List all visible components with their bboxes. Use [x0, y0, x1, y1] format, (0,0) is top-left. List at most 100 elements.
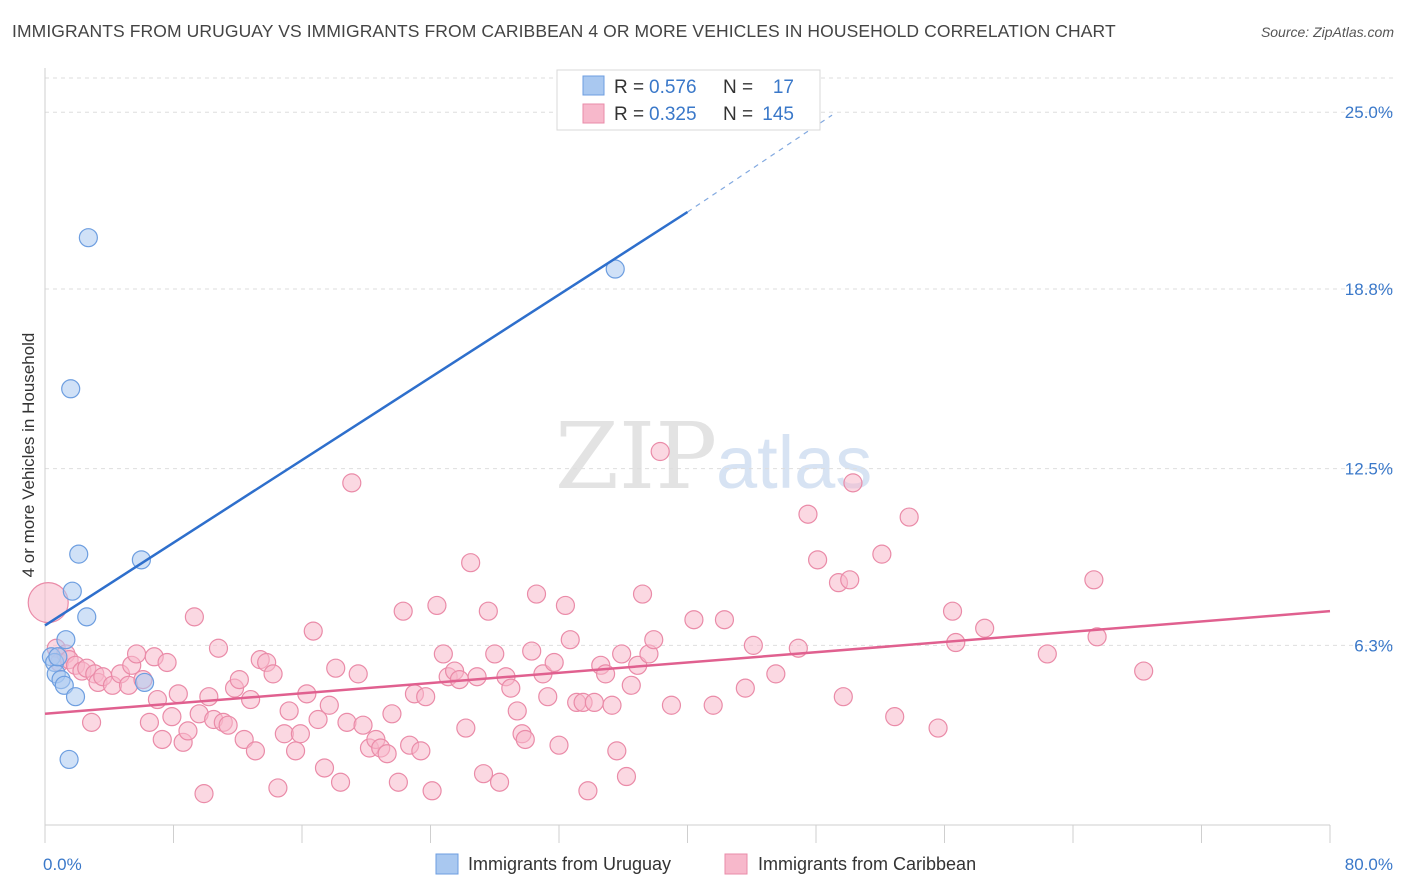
caribbean-point: [178, 721, 198, 741]
caribbean-point: [139, 712, 160, 732]
caribbean-point: [427, 595, 447, 616]
caribbean-point: [650, 441, 670, 462]
bottom-legend-label-caribbean: Immigrants from Caribbean: [758, 854, 976, 874]
caribbean-point: [411, 741, 431, 761]
x-tick-label: 80.0%: [1345, 855, 1393, 874]
caribbean-point: [126, 644, 147, 664]
legend-r-value: 0.325: [649, 104, 697, 125]
caribbean-point: [162, 707, 182, 727]
uruguay-point: [131, 550, 151, 570]
caribbean-point: [348, 664, 368, 684]
uruguay-point: [605, 259, 625, 279]
caribbean-point: [808, 550, 828, 570]
caribbean-point: [353, 715, 373, 735]
caribbean-point: [515, 729, 535, 750]
caribbean-point: [872, 544, 892, 564]
caribbean-trend-line: [44, 609, 1331, 716]
caribbean-point: [303, 621, 323, 641]
caribbean-point: [461, 553, 481, 573]
caribbean-point: [602, 695, 622, 715]
caribbean-points: [27, 441, 1154, 804]
legend-n-label: N =: [723, 104, 753, 125]
y-tick-label: 25.0%: [1345, 103, 1393, 122]
caribbean-point: [268, 778, 288, 798]
caribbean-point: [168, 684, 188, 704]
uruguay-trend-line: [44, 210, 689, 627]
caribbean-point: [208, 638, 229, 658]
caribbean-point: [478, 601, 498, 621]
watermark-zip: ZIP: [555, 403, 717, 510]
caribbean-point: [485, 644, 505, 664]
caribbean-point: [473, 764, 494, 784]
caribbean-point: [285, 741, 306, 761]
caribbean-point: [467, 667, 487, 687]
caribbean-point: [885, 707, 905, 727]
caribbean-point: [326, 658, 346, 678]
caribbean-point: [616, 766, 637, 787]
caribbean-point: [544, 652, 564, 673]
caribbean-point: [714, 610, 735, 630]
caribbean-point: [632, 584, 653, 604]
caribbean-point: [1037, 644, 1057, 664]
caribbean-point: [507, 701, 527, 721]
caribbean-point: [194, 784, 214, 804]
caribbean-point: [743, 635, 763, 655]
gridlines: [45, 77, 1395, 646]
legend-r-label: R =: [614, 77, 644, 98]
uruguay-point: [62, 581, 82, 601]
trend-lines: [44, 114, 1331, 716]
uruguay-points: [41, 228, 625, 770]
uruguay-point: [134, 672, 155, 693]
caribbean-point: [766, 664, 786, 684]
caribbean-point: [1084, 570, 1104, 590]
legend-n-value: 145: [762, 104, 794, 125]
caribbean-point: [393, 601, 413, 621]
caribbean-point: [555, 595, 576, 616]
caribbean-point: [290, 724, 310, 744]
legend-r-value: 0.576: [649, 77, 697, 98]
uruguay-point: [61, 379, 81, 399]
uruguay-point: [59, 749, 79, 770]
uruguay-point: [56, 630, 76, 650]
caribbean-point: [975, 618, 995, 638]
caribbean-point: [522, 641, 542, 661]
caribbean-point: [337, 712, 357, 732]
y-tick-label: 12.5%: [1345, 460, 1393, 479]
correlation-legend: R = 0.576 N = 17 R = 0.325 N = 145: [556, 69, 821, 131]
caribbean-point: [330, 772, 351, 792]
caribbean-point: [1087, 627, 1107, 647]
caribbean-point: [661, 695, 682, 715]
caribbean-point: [27, 582, 69, 624]
caribbean-point: [377, 744, 397, 764]
caribbean-point: [218, 715, 238, 735]
bottom-legend-swatch-uruguay: [435, 853, 459, 875]
caribbean-point: [81, 712, 102, 732]
uruguay-point: [65, 687, 86, 707]
caribbean-point: [578, 781, 598, 801]
series-legend: Immigrants from Uruguay Immigrants from …: [435, 853, 976, 875]
legend-n-value: 17: [773, 77, 794, 98]
caribbean-point: [388, 772, 408, 792]
caribbean-point: [263, 664, 283, 684]
caribbean-point: [314, 758, 335, 778]
caribbean-point: [840, 570, 860, 590]
caribbean-point: [319, 695, 339, 715]
y-tick-labels: 6.3% 12.5% 18.8% 25.0%: [1345, 103, 1393, 655]
caribbean-point: [684, 610, 704, 630]
legend-swatch-uruguay: [582, 75, 605, 96]
caribbean-point: [245, 741, 266, 761]
caribbean-point: [241, 689, 261, 710]
caribbean-point: [899, 507, 919, 527]
x-tick-labels: 0.0% 80.0%: [43, 855, 1393, 874]
caribbean-point: [584, 692, 604, 713]
caribbean-point: [279, 701, 299, 721]
caribbean-point: [382, 704, 402, 724]
bottom-legend-label-uruguay: Immigrants from Uruguay: [468, 854, 671, 874]
caribbean-point: [538, 687, 558, 707]
caribbean-point: [560, 630, 580, 650]
caribbean-point: [735, 678, 755, 698]
caribbean-point: [234, 729, 254, 750]
caribbean-point: [274, 724, 294, 744]
caribbean-point: [157, 652, 177, 673]
